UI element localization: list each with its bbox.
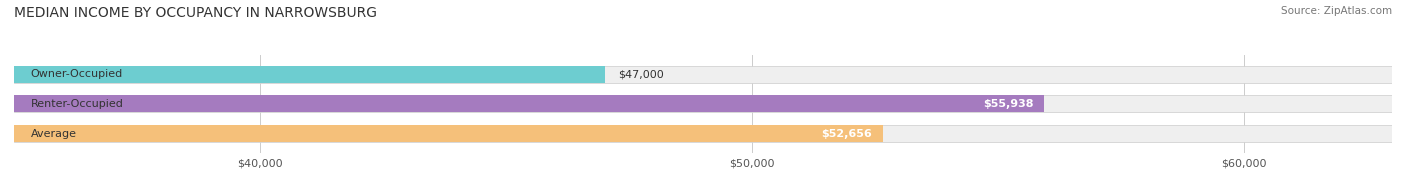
Text: $47,000: $47,000 — [619, 69, 664, 79]
Bar — [14, 66, 605, 83]
Text: Average: Average — [31, 129, 76, 139]
Bar — [14, 95, 1045, 113]
Bar — [14, 125, 883, 142]
Text: Source: ZipAtlas.com: Source: ZipAtlas.com — [1281, 6, 1392, 16]
Text: Renter-Occupied: Renter-Occupied — [31, 99, 124, 109]
Bar — [14, 95, 1392, 113]
Bar — [14, 125, 1392, 142]
Text: $55,938: $55,938 — [983, 99, 1033, 109]
Text: Owner-Occupied: Owner-Occupied — [31, 69, 122, 79]
Bar — [14, 66, 1392, 83]
Text: $52,656: $52,656 — [821, 129, 872, 139]
Text: MEDIAN INCOME BY OCCUPANCY IN NARROWSBURG: MEDIAN INCOME BY OCCUPANCY IN NARROWSBUR… — [14, 6, 377, 20]
